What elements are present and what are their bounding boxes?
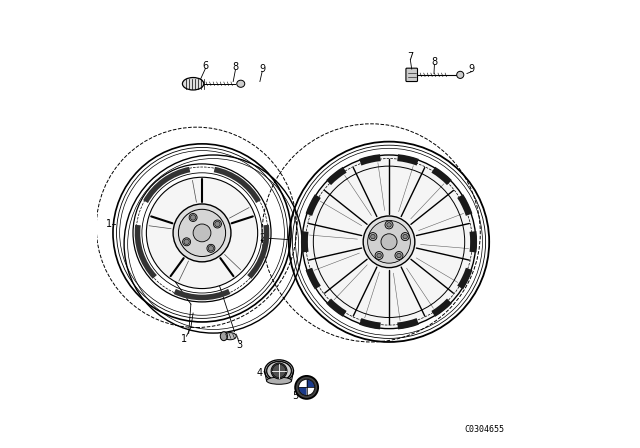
Circle shape — [377, 253, 381, 258]
Text: 2: 2 — [259, 233, 265, 243]
Circle shape — [381, 234, 397, 250]
Text: 6: 6 — [202, 60, 209, 70]
Circle shape — [297, 378, 316, 397]
Circle shape — [302, 155, 476, 329]
Circle shape — [403, 234, 407, 239]
Text: 7: 7 — [407, 52, 413, 62]
Circle shape — [184, 239, 189, 245]
Wedge shape — [299, 380, 307, 388]
Ellipse shape — [224, 332, 236, 340]
Circle shape — [371, 234, 375, 239]
Text: 1: 1 — [181, 334, 188, 344]
Circle shape — [375, 251, 383, 259]
Circle shape — [401, 233, 409, 241]
Text: 4: 4 — [257, 368, 263, 378]
Circle shape — [193, 224, 211, 242]
Circle shape — [369, 233, 377, 241]
Text: 9: 9 — [468, 64, 474, 74]
Circle shape — [213, 220, 221, 228]
Ellipse shape — [220, 332, 227, 340]
Circle shape — [367, 220, 410, 263]
Circle shape — [147, 177, 258, 289]
Circle shape — [215, 221, 220, 227]
Text: 1: 1 — [106, 219, 111, 229]
Circle shape — [191, 215, 196, 220]
Text: 3: 3 — [236, 340, 242, 350]
Circle shape — [271, 363, 287, 379]
Wedge shape — [307, 380, 314, 388]
Wedge shape — [307, 388, 314, 395]
Text: 8: 8 — [232, 62, 239, 72]
Circle shape — [179, 209, 226, 257]
Text: C0304655: C0304655 — [465, 425, 505, 434]
Ellipse shape — [237, 80, 244, 87]
Circle shape — [207, 244, 215, 252]
Text: 5: 5 — [292, 391, 299, 401]
FancyBboxPatch shape — [406, 68, 417, 82]
Circle shape — [273, 364, 285, 378]
Circle shape — [363, 216, 415, 267]
Circle shape — [385, 221, 393, 229]
Circle shape — [182, 238, 191, 246]
Ellipse shape — [267, 377, 291, 384]
Ellipse shape — [264, 360, 294, 382]
Ellipse shape — [267, 362, 291, 380]
Ellipse shape — [182, 78, 204, 90]
Circle shape — [173, 204, 231, 262]
Circle shape — [189, 214, 197, 221]
Circle shape — [208, 246, 214, 251]
Circle shape — [397, 253, 401, 258]
Text: 9: 9 — [259, 64, 265, 74]
Ellipse shape — [457, 71, 464, 78]
Ellipse shape — [267, 362, 291, 380]
Circle shape — [395, 251, 403, 259]
Circle shape — [387, 223, 391, 227]
Wedge shape — [299, 388, 307, 395]
Circle shape — [295, 376, 318, 399]
Text: 8: 8 — [431, 57, 438, 67]
